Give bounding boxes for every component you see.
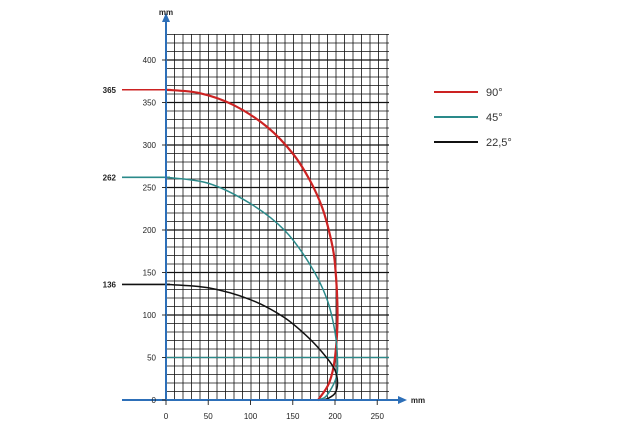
x-tick-label: 0 [164, 412, 169, 421]
series-layer [164, 88, 339, 402]
y-tick-label: 50 [147, 354, 156, 363]
legend: 90° 45° 22,5° [434, 87, 512, 149]
y-tick-label: 150 [143, 269, 157, 278]
y-tick-label: 300 [143, 141, 157, 150]
y-tick-label: 100 [143, 311, 157, 320]
y-axis-arrow [162, 13, 170, 22]
series-line [164, 88, 339, 402]
legend-label: 45° [486, 112, 503, 124]
y-callout-label: 136 [103, 280, 117, 289]
series-line [165, 176, 339, 401]
y-tick-label: 0 [152, 396, 157, 405]
y-tick-label: 200 [143, 226, 157, 235]
x-tick-label: 100 [244, 412, 258, 421]
y-callout-label: 365 [103, 86, 117, 95]
tick-labels: 0 50 100 150 200 250 300 350 400 0 50 100 150 200 250 m… [103, 8, 425, 421]
y-tick-label: 400 [143, 56, 157, 65]
legend-label: 22,5° [486, 137, 512, 149]
x-tick-label: 50 [204, 412, 213, 421]
x-axis-arrow [398, 396, 407, 404]
series-line [165, 283, 339, 401]
x-tick-label: 200 [328, 412, 342, 421]
y-tick-label: 350 [143, 99, 157, 108]
y-callout-label: 262 [103, 173, 117, 182]
legend-label: 90° [486, 87, 503, 99]
y-tick-label: 250 [143, 184, 157, 193]
x-axis-unit: mm [411, 396, 425, 405]
grid [165, 34, 389, 401]
x-tick-label: 250 [371, 412, 385, 421]
axes [122, 13, 407, 404]
y-callout-lines [122, 88, 170, 286]
y-axis-unit: mm [159, 8, 173, 17]
x-tick-label: 150 [286, 412, 300, 421]
